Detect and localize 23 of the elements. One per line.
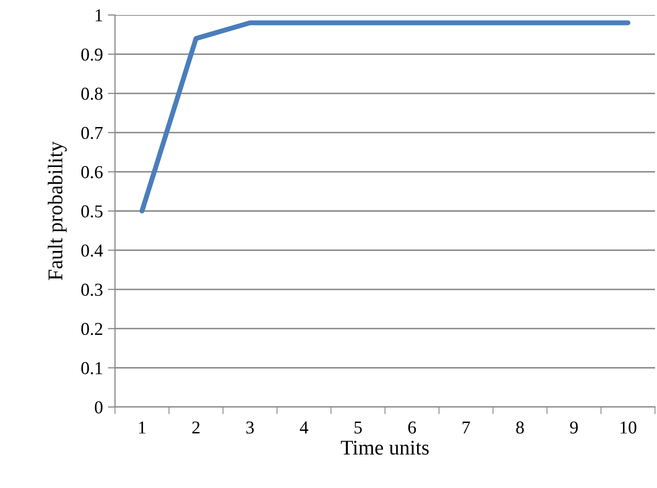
y-tick-label: 0.7 — [81, 126, 103, 140]
x-tick-label: 8 — [516, 421, 524, 434]
y-tick-label: 0.5 — [81, 205, 102, 218]
y-tick-label: 0.6 — [81, 166, 103, 178]
y-tick-label: 0.3 — [81, 284, 102, 296]
x-tick-label: 4 — [300, 422, 308, 434]
y-tick-label: 0.8 — [81, 88, 103, 100]
y-tick-label: 0.2 — [81, 322, 102, 336]
x-tick-label: 3 — [246, 421, 254, 434]
x-tick-label: 6 — [408, 421, 416, 434]
y-tick-label: 0.4 — [81, 244, 103, 257]
x-tick-label: 2 — [192, 421, 200, 434]
x-axis-title: Time units — [340, 440, 429, 455]
x-tick-label: 10 — [620, 421, 636, 434]
y-tick-label: 0 — [94, 401, 103, 414]
x-tick-label: 9 — [570, 421, 578, 434]
y-tick-label: 0.9 — [81, 48, 102, 61]
x-tick-label: 1 — [139, 422, 146, 434]
y-tick-label: 1 — [96, 9, 102, 22]
y-axis-title: Fault probability — [48, 141, 67, 280]
x-tick-label: 5 — [354, 422, 362, 434]
y-tick-label: 0.1 — [81, 362, 102, 374]
x-tick-label: 7 — [462, 422, 470, 434]
